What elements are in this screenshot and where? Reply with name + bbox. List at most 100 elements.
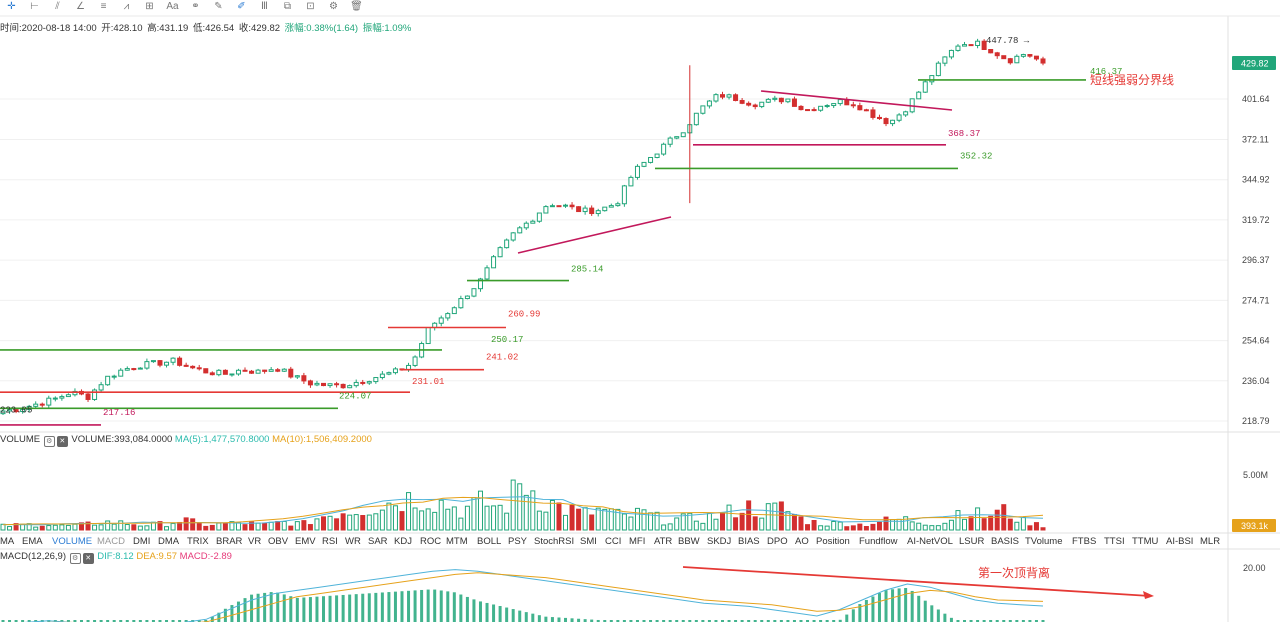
drawing-toolbar: ✛ ⊢ ⫽ ∠ ≡ ⩘ ⊞ Aa ⚭ ✎ ✐ Ⅲ ⧉ ⊡ ⚙ 🗑 xyxy=(0,0,1280,14)
text-icon[interactable]: Aa xyxy=(166,1,179,12)
wave-icon[interactable]: ⩘ xyxy=(123,1,130,12)
macd-bar xyxy=(891,589,895,622)
indicator-tab-fundflow[interactable]: Fundflow xyxy=(859,536,898,547)
volume-bar xyxy=(922,524,928,531)
candle xyxy=(981,40,987,51)
indicator-tab-stochrsi[interactable]: StochRSI xyxy=(534,536,575,547)
candle xyxy=(863,109,869,112)
indicator-tab-mfi[interactable]: MFI xyxy=(629,536,646,547)
macd-bar xyxy=(609,620,613,622)
fib-icon[interactable]: ≡ xyxy=(100,1,107,12)
indicator-tab-boll[interactable]: BOLL xyxy=(477,536,502,547)
macd-bar xyxy=(851,609,855,622)
indicator-tab-macd[interactable]: MACD xyxy=(97,536,125,547)
info-amplitude: 振幅:1.09% xyxy=(362,23,412,34)
volume-bar xyxy=(778,501,784,531)
indicator-tab-cci[interactable]: CCI xyxy=(605,536,622,547)
indicator-tab-vr[interactable]: VR xyxy=(248,536,262,547)
candle xyxy=(870,109,876,118)
indicator-tab-ttsi[interactable]: TTSI xyxy=(1104,536,1125,547)
candle xyxy=(177,357,183,366)
macd-bar xyxy=(243,598,247,622)
macd-bar xyxy=(714,620,718,622)
indicator-tab-bias[interactable]: BIAS xyxy=(738,536,760,547)
indicator-tab-emv[interactable]: EMV xyxy=(295,536,316,547)
candle xyxy=(1027,54,1033,57)
volume-bar xyxy=(589,514,595,531)
level-label-223: 223.05 xyxy=(0,405,32,415)
candle xyxy=(759,101,765,108)
angle-icon[interactable]: ∠ xyxy=(76,1,85,12)
indicator-tab-position[interactable]: Position xyxy=(816,536,850,547)
lock-icon[interactable]: ⊡ xyxy=(306,1,315,12)
macd-bar xyxy=(439,590,443,622)
close-icon[interactable]: ✕ xyxy=(56,436,68,447)
volume-bar xyxy=(674,517,680,531)
indicator-tab-atr[interactable]: ATR xyxy=(654,536,673,547)
brush-icon[interactable]: ✐ xyxy=(237,1,246,12)
copy-icon[interactable]: ⧉ xyxy=(283,1,292,12)
indicator-tab-ai-netvol[interactable]: AI-NetVOL xyxy=(907,536,953,547)
indicator-tab-dpo[interactable]: DPO xyxy=(767,536,788,547)
volume-bar xyxy=(811,519,817,531)
indicator-tab-ai-bsi[interactable]: AI-BSI xyxy=(1166,536,1194,547)
pattern-icon[interactable]: ⚭ xyxy=(191,1,200,12)
trend-line-icon[interactable]: ⫽ xyxy=(55,1,60,12)
indicator-tab-roc[interactable]: ROC xyxy=(420,536,442,547)
indicator-tab-basis[interactable]: BASIS xyxy=(991,536,1019,547)
settings-icon[interactable]: ⚙ xyxy=(329,1,338,12)
indicator-tab-ttmu[interactable]: TTMU xyxy=(1132,536,1159,547)
indicator-tab-ao[interactable]: AO xyxy=(795,536,809,547)
measure-icon[interactable]: ⊞ xyxy=(145,1,154,12)
horizontal-line-icon[interactable]: ⊢ xyxy=(30,1,39,12)
indicator-tab-rsi[interactable]: RSI xyxy=(322,536,338,547)
trash-icon[interactable]: 🗑 xyxy=(350,1,363,12)
indicator-tab-mlr[interactable]: MLR xyxy=(1200,536,1221,547)
settings-icon[interactable]: ⚙ xyxy=(43,436,55,447)
macd-bar xyxy=(720,620,724,622)
indicator-tab-trix[interactable]: TRIX xyxy=(187,536,209,547)
indicator-tab-kdj[interactable]: KDJ xyxy=(394,536,412,547)
indicator-tab-tvolume[interactable]: TVolume xyxy=(1025,536,1063,547)
indicator-tab-obv[interactable]: OBV xyxy=(268,536,289,547)
pencil-icon[interactable]: ✎ xyxy=(214,1,223,12)
macd-bar xyxy=(799,620,803,622)
indicator-tab-smi[interactable]: SMI xyxy=(580,536,597,547)
macd-bar xyxy=(838,619,842,622)
indicator-tab-wr[interactable]: WR xyxy=(345,536,361,547)
macd-bar xyxy=(452,592,456,622)
candle xyxy=(530,220,536,224)
indicator-tab-psy[interactable]: PSY xyxy=(508,536,528,547)
macd-bar xyxy=(1028,620,1032,622)
indicator-tab-ftbs[interactable]: FTBS xyxy=(1072,536,1097,547)
indicator-tab-lsur[interactable]: LSUR xyxy=(959,536,985,547)
indicator-tab-ema[interactable]: EMA xyxy=(22,536,43,547)
settings-icon[interactable]: ⚙ xyxy=(69,553,81,564)
candle xyxy=(98,384,104,391)
bars-icon[interactable]: Ⅲ xyxy=(261,1,268,12)
indicator-tab-mtm[interactable]: MTM xyxy=(446,536,468,547)
candle xyxy=(896,114,902,121)
indicator-tab-brar[interactable]: BRAR xyxy=(216,536,243,547)
indicator-tab-skdj[interactable]: SKDJ xyxy=(707,536,732,547)
macd-bar xyxy=(230,605,234,622)
indicator-tab-volume[interactable]: VOLUME xyxy=(52,536,93,547)
candle xyxy=(249,370,255,374)
macd-bar xyxy=(145,620,149,622)
level-label-352: 352.32 xyxy=(960,151,992,161)
indicator-tab-ma[interactable]: MA xyxy=(0,536,15,547)
macd-bar xyxy=(505,607,509,622)
candle xyxy=(183,364,189,367)
volume-bar xyxy=(916,522,922,531)
indicator-tab-dma[interactable]: DMA xyxy=(158,536,180,547)
candle xyxy=(667,137,673,145)
crosshair-icon[interactable]: ✛ xyxy=(7,1,16,12)
candle xyxy=(582,207,588,213)
macd-bar xyxy=(60,620,64,622)
indicator-tab-sar[interactable]: SAR xyxy=(368,536,388,547)
indicator-tab-bbw[interactable]: BBW xyxy=(678,536,700,547)
indicator-tab-dmi[interactable]: DMI xyxy=(133,536,151,547)
close-icon[interactable]: ✕ xyxy=(82,553,94,564)
volume-bar xyxy=(719,512,725,531)
